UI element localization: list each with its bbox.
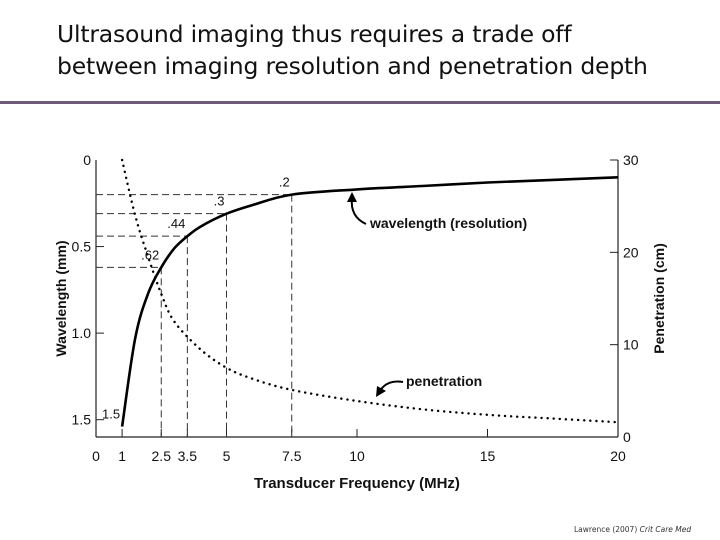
x-tick-label: 3.5 <box>178 448 198 464</box>
slide-title-line-2: between imaging resolution and penetrati… <box>57 52 648 80</box>
penetration-data-point <box>421 408 423 410</box>
x-tick-label: 0 <box>92 448 100 464</box>
x-tick-label: 20 <box>610 448 626 464</box>
y-left-tick-label: 0.5 <box>72 239 92 255</box>
penetration-annotation-arrow <box>379 380 404 392</box>
title-divider <box>0 101 720 104</box>
citation-journal: Crit Care Med <box>639 525 692 534</box>
point-label: .62 <box>141 247 159 262</box>
penetration-data-point <box>356 400 358 402</box>
y-right-axis-title: Penetration (cm) <box>651 243 667 353</box>
x-tick-label: 10 <box>349 448 365 464</box>
citation-author: Lawrence (2007) <box>574 525 638 534</box>
y-right-tick-label: 10 <box>623 337 639 353</box>
slide-title-line-1: Ultrasound imaging thus requires a trade… <box>57 20 572 48</box>
y-left-tick-label: 1.0 <box>72 325 92 341</box>
point-label: 1.5 <box>102 407 120 422</box>
y-left-tick-label: 1.5 <box>72 412 92 428</box>
point-label: .2 <box>279 175 290 190</box>
point-label: .44 <box>167 216 185 231</box>
y-right-tick-label: 0 <box>623 429 631 445</box>
wavelength-arrowhead <box>347 192 357 202</box>
penetration-annotation-label: penetration <box>406 373 482 389</box>
point-label: .3 <box>214 194 225 209</box>
penetration-series-line <box>120 158 620 424</box>
wavelength-annotation-label: wavelength (resolution) <box>369 215 527 231</box>
x-tick-label: 15 <box>480 448 496 464</box>
penetration-arrowhead <box>376 386 386 397</box>
x-tick-label: 7.5 <box>282 448 302 464</box>
wavelength-series-line <box>120 176 619 427</box>
x-tick-label: 2.5 <box>152 448 172 464</box>
citation: Lawrence (2007) Crit Care Med <box>574 525 691 534</box>
slide-title: Ultrasound imaging thus requires a trade… <box>57 18 707 82</box>
x-tick-label: 1 <box>118 448 126 464</box>
y-left-axis-title: Wavelength (mm) <box>53 240 69 356</box>
y-right-tick-label: 20 <box>623 244 639 260</box>
x-tick-label: 5 <box>223 448 231 464</box>
y-left-tick-label: 0 <box>83 152 91 168</box>
x-axis-title: Transducer Frequency (MHz) <box>254 475 460 492</box>
y-right-tick-label: 30 <box>623 152 639 168</box>
